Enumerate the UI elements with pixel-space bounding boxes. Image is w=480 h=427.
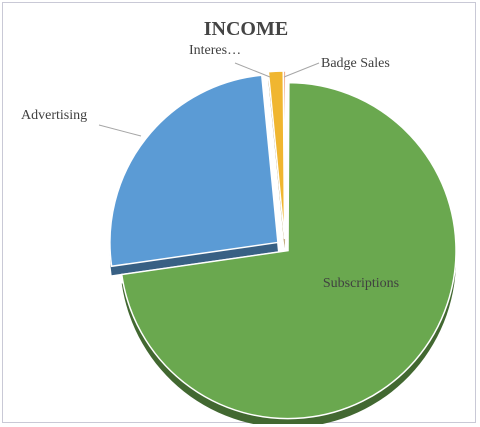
leader-lines: [98, 62, 320, 137]
pie-slices: [109, 70, 457, 420]
income-pie-chart: INCOME Subscriptions Advertising Interes… B…: [21, 18, 457, 424]
leader-line-interes: [234, 62, 271, 78]
slice-label-interes: Interes…: [189, 43, 241, 58]
chart-title: INCOME: [204, 18, 288, 40]
leader-line-advertising: [98, 124, 142, 137]
leader-line-badge-sales: [283, 62, 320, 78]
slice-subscriptions[interactable]: [120, 81, 457, 420]
slice-label-badge-sales: Badge Sales: [321, 56, 390, 71]
slice-labels: Subscriptions Advertising Interes… Badge Sa…: [21, 43, 399, 291]
slice-label-advertising: Advertising: [21, 108, 87, 123]
chart-frame: INCOME Subscriptions Advertising Interes… B…: [2, 2, 476, 424]
slice-badge-sales[interactable]: [282, 70, 287, 240]
slice-label-subscriptions: Subscriptions: [323, 276, 399, 291]
slice-advertising[interactable]: [109, 74, 279, 268]
